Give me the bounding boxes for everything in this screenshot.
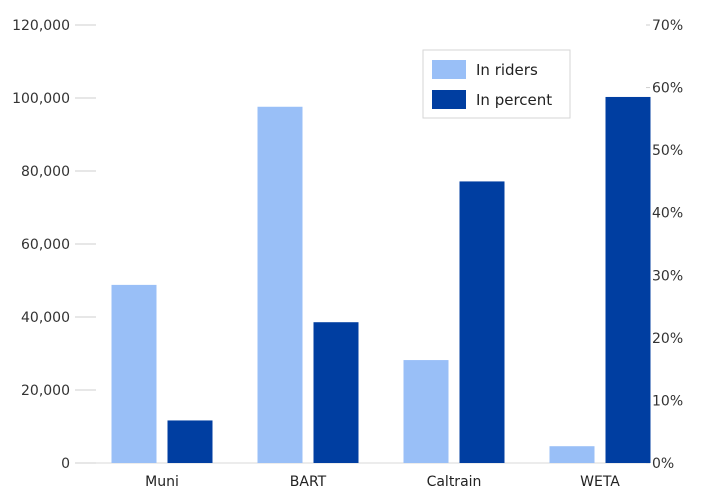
right-tick-label: 50% [652,143,683,159]
left-tick-label: 80,000 [21,164,70,180]
right-tick-label: 0% [652,456,674,472]
bar-riders-caltrain [403,360,449,463]
category-label: BART [290,474,327,487]
right-axis: 0% 10% 20% 30% 40% 50% 60% 70% [646,18,683,472]
left-tick-label: 0 [61,456,70,472]
right-tick-label: 70% [652,18,683,34]
category-label: Muni [145,474,179,487]
right-tick-label: 10% [652,393,683,409]
left-axis: 0 20,000 40,000 60,000 80,000 100,000 120,000 [12,18,96,472]
category-labels: Muni BART Caltrain WETA [145,474,620,487]
category-label: Caltrain [427,474,482,487]
right-tick-label: 20% [652,331,683,347]
category-label: WETA [580,474,620,487]
legend-swatch [432,90,466,109]
bars [111,96,651,463]
bar-riders-muni [111,284,157,463]
bar-percent-muni [167,420,213,463]
bar-percent-weta [605,96,651,463]
right-tick-label: 40% [652,206,683,222]
legend-swatch [432,60,466,79]
legend-label: In riders [476,61,538,79]
bar-riders-weta [549,446,595,463]
legend-label: In percent [476,91,552,109]
bar-percent-bart [313,322,359,463]
left-tick-label: 120,000 [12,18,70,34]
bar-percent-caltrain [459,181,505,463]
left-tick-label: 100,000 [12,91,70,107]
left-tick-label: 20,000 [21,383,70,399]
bar-riders-bart [257,106,303,463]
right-tick-label: 30% [652,268,683,284]
legend: In riders In percent [422,49,571,119]
left-tick-label: 60,000 [21,237,70,253]
left-tick-label: 40,000 [21,310,70,326]
right-tick-label: 60% [652,81,683,97]
